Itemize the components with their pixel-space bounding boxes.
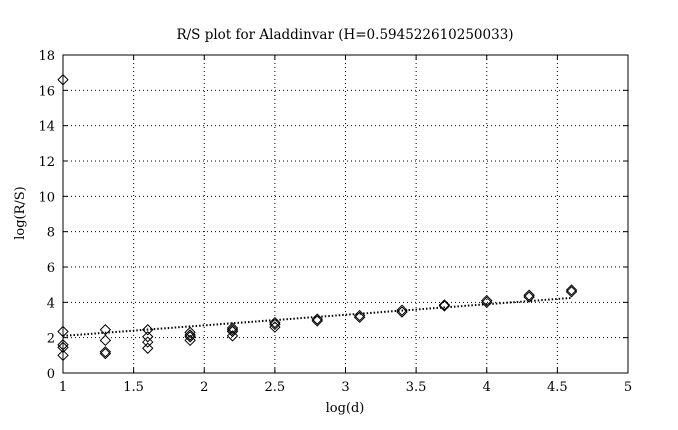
data-point (99, 346, 112, 358)
x-axis-label: log(d) (326, 401, 365, 416)
data-point (184, 329, 196, 341)
y-tick-label: 4 (47, 296, 55, 311)
data-point (142, 336, 154, 348)
fit-line-group (62, 296, 572, 337)
data-point (438, 300, 451, 312)
x-tick-label: 5 (624, 380, 632, 395)
x-tick-label: 3.5 (406, 380, 427, 395)
data-point (311, 315, 323, 327)
data-point (269, 318, 281, 331)
data-point (565, 284, 578, 296)
data-point (269, 321, 281, 333)
fit-line (62, 296, 572, 337)
data-point (523, 289, 535, 301)
data-point (226, 325, 239, 338)
data-point (269, 316, 281, 329)
y-tick-label: 6 (47, 261, 55, 276)
data-point (142, 331, 154, 343)
data-points (57, 74, 578, 362)
data-point (184, 334, 196, 347)
data-point (226, 330, 239, 342)
y-tick-label: 10 (38, 190, 55, 205)
data-point (99, 347, 112, 360)
data-point (311, 313, 323, 325)
x-tick-label: 1.5 (123, 380, 144, 395)
y-tick-label: 16 (38, 84, 55, 99)
y-tick-label: 8 (47, 226, 55, 241)
data-point (184, 326, 196, 339)
data-point (226, 324, 239, 336)
data-point (523, 291, 535, 303)
x-tick-label: 2 (200, 380, 208, 395)
x-tick-label: 2.5 (265, 380, 286, 395)
data-point (396, 304, 408, 316)
data-point (438, 299, 451, 311)
x-tick-label: 4.5 (547, 380, 568, 395)
chart-title: R/S plot for Aladdinvar (H=0.59452261025… (176, 27, 513, 43)
x-tick-label: 4 (483, 380, 491, 395)
data-point (142, 324, 154, 336)
data-point (184, 331, 196, 343)
data-point (353, 311, 366, 324)
grid-lines (63, 55, 628, 373)
data-point (353, 309, 366, 322)
data-point (226, 322, 239, 334)
data-point (565, 286, 578, 298)
y-tick-label: 12 (38, 155, 55, 170)
data-point (481, 294, 493, 307)
x-tick-label: 3 (341, 380, 349, 395)
y-tick-label: 18 (38, 49, 55, 64)
y-tick-label: 2 (47, 332, 55, 347)
data-point (396, 306, 408, 318)
y-tick-label: 0 (47, 367, 55, 382)
plot-frame (62, 54, 629, 374)
x-tick-label: 1 (59, 380, 67, 395)
y-tick-label: 14 (38, 120, 55, 135)
data-point (99, 334, 112, 347)
data-point (142, 342, 154, 354)
y-axis-label: log(R/S) (13, 186, 28, 240)
data-point (481, 296, 493, 309)
axis-ticks: 1 1.5 2 2.5 3 3.5 4 4.5 5 0 2 4 6 8 10 12 14 16 18 (38, 49, 632, 395)
